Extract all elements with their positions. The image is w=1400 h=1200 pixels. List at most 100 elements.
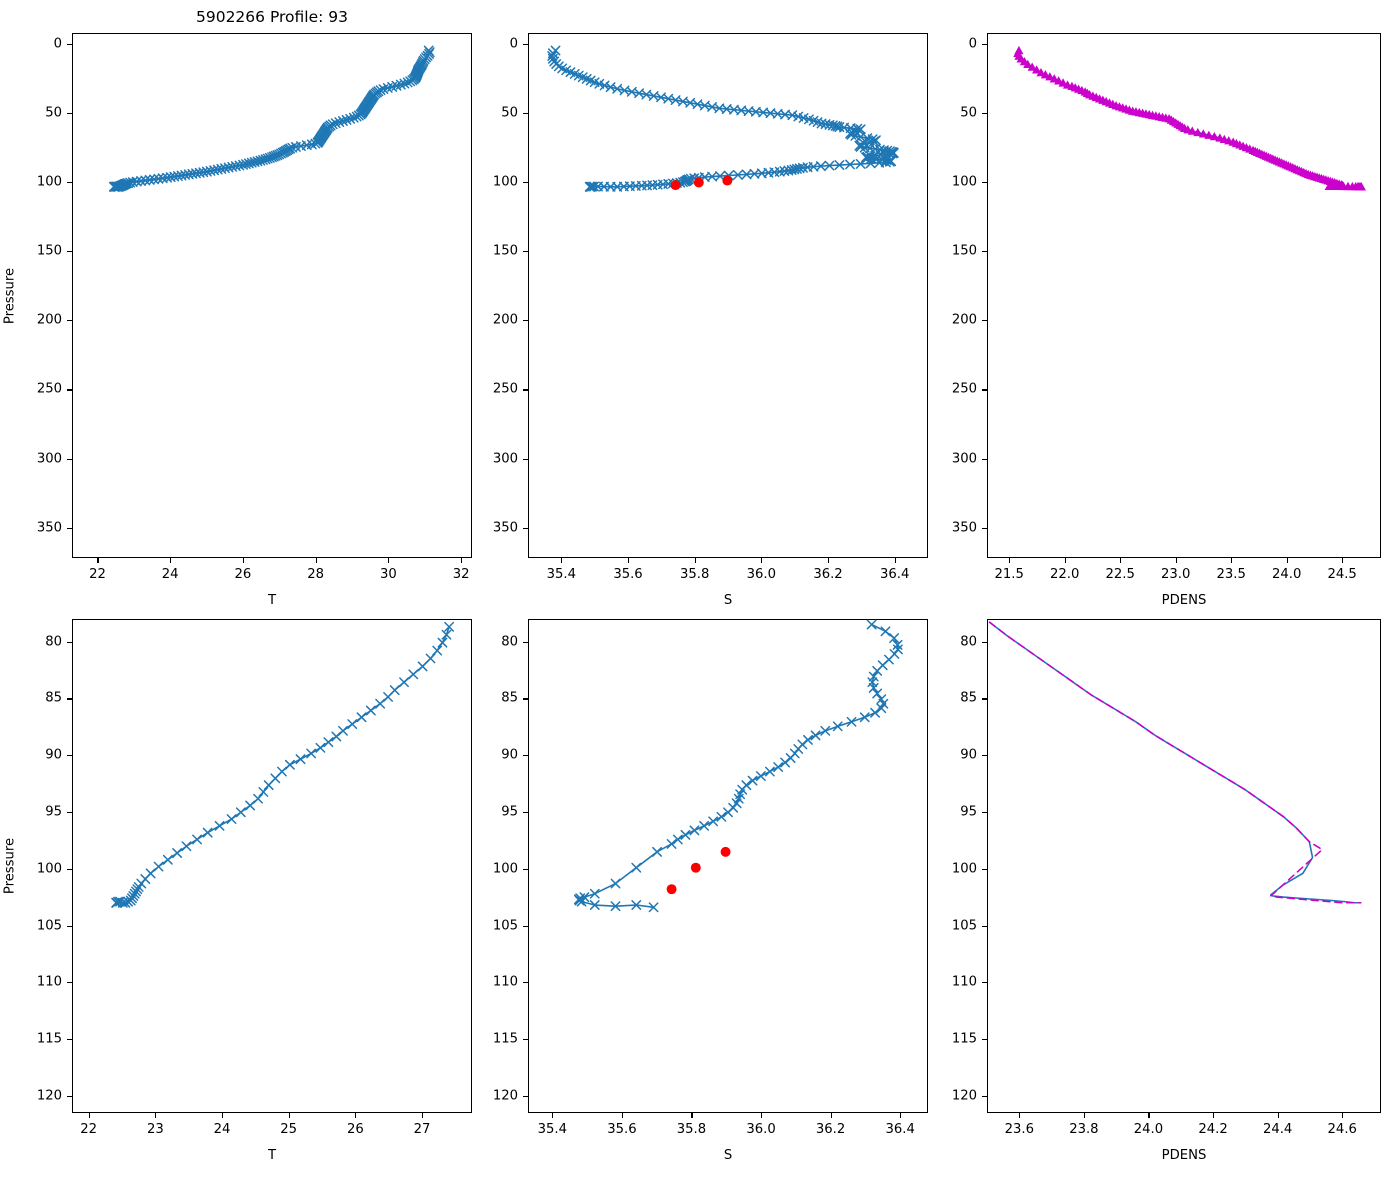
x-tick-label: 24.2 <box>1198 1122 1228 1137</box>
x-tick-label: 26 <box>234 567 252 582</box>
plot-panel-bottom-middle-salinity-zoom <box>528 619 928 1113</box>
x-axis-label-bottom-left-temperature-zoom: T <box>267 1148 277 1163</box>
plot-panel-bottom-right-pdens-zoom <box>987 619 1381 1113</box>
y-tickmark <box>67 925 72 927</box>
x-tick-label: 23.6 <box>1004 1122 1034 1137</box>
y-tick-label: 50 <box>501 105 518 121</box>
x-tickmark <box>1175 558 1177 563</box>
y-tick-label: 80 <box>501 634 518 650</box>
y-tickmark <box>523 113 528 115</box>
y-tickmark <box>67 868 72 870</box>
y-tickmark <box>523 868 528 870</box>
y-tickmark <box>523 641 528 643</box>
x-tickmark <box>1064 558 1066 563</box>
x-tickmark <box>88 1113 90 1118</box>
y-tick-label: 95 <box>45 804 62 820</box>
x-tick-label: 35.8 <box>679 567 710 582</box>
y-tick-label: 95 <box>501 804 518 820</box>
y-tickmark <box>523 458 528 460</box>
y-tickmark <box>67 982 72 984</box>
x-tickmark <box>1009 558 1011 563</box>
series-markers-top-right-pdens-0 <box>1013 45 1366 191</box>
x-tick-label: 36.4 <box>879 567 910 582</box>
y-tick-label: 120 <box>492 1088 518 1104</box>
y-tick-label: 95 <box>960 804 977 820</box>
x-tickmark <box>388 558 390 563</box>
y-tickmark <box>982 182 987 184</box>
x-tick-label: 28 <box>307 567 325 582</box>
y-tick-label: 0 <box>53 36 62 52</box>
y-tickmark <box>523 812 528 814</box>
y-axis-label-top-left-temperature: Pressure <box>2 267 18 324</box>
x-tick-label: 24 <box>213 1122 231 1137</box>
x-tickmark <box>1148 1113 1150 1118</box>
x-tickmark <box>222 1113 224 1118</box>
x-tick-label: 23.5 <box>1216 567 1246 582</box>
y-tick-label: 250 <box>36 381 62 397</box>
y-tick-label: 100 <box>951 861 977 877</box>
x-tickmark <box>561 558 563 563</box>
series-line-bottom-right-pdens-zoom-1 <box>988 621 1362 904</box>
y-tick-label: 350 <box>951 519 977 535</box>
x-tickmark <box>155 1113 157 1118</box>
y-tick-label: 250 <box>492 381 518 397</box>
x-axis-label-top-right-pdens: PDENS <box>1161 593 1207 608</box>
x-tickmark <box>170 558 172 563</box>
series-line-top-left-temperature-0 <box>113 49 431 188</box>
y-tickmark <box>982 1039 987 1041</box>
y-tickmark <box>67 812 72 814</box>
y-tick-label: 100 <box>36 174 62 190</box>
x-tickmark <box>422 1113 424 1118</box>
x-tickmark <box>691 1113 693 1118</box>
plot-area-top-left-temperature <box>108 45 435 192</box>
y-tick-label: 150 <box>492 243 518 259</box>
x-tick-label: 35.4 <box>546 567 577 582</box>
y-tick-label: 50 <box>45 105 62 121</box>
y-tick-label: 115 <box>492 1031 518 1047</box>
y-tickmark <box>982 320 987 322</box>
plot-panel-top-middle-salinity <box>528 33 928 558</box>
y-tick-label: 350 <box>36 519 62 535</box>
y-tickmark <box>523 1039 528 1041</box>
y-tick-label: 120 <box>36 1088 62 1104</box>
y-tick-label: 350 <box>492 519 518 535</box>
y-tick-label: 115 <box>951 1031 977 1047</box>
y-tick-label: 300 <box>492 450 518 466</box>
x-tickmark <box>1231 558 1233 563</box>
x-tick-label: 35.6 <box>607 1122 637 1137</box>
y-tick-label: 0 <box>509 36 518 52</box>
series-markers-top-left-temperature-0 <box>108 45 435 192</box>
y-tick-label: 200 <box>36 312 62 328</box>
y-tickmark <box>523 44 528 46</box>
x-tickmark <box>1120 558 1122 563</box>
x-tickmark <box>1342 558 1344 563</box>
plot-area-top-right-pdens <box>1013 45 1366 191</box>
x-tick-label: 22 <box>80 1122 98 1137</box>
y-axis-label-bottom-left-temperature-zoom: Pressure <box>2 837 18 895</box>
series-markers-bottom-middle-salinity-zoom-1 <box>666 846 731 895</box>
x-tick-label: 36.2 <box>813 567 843 582</box>
y-tickmark <box>67 320 72 322</box>
y-tick-label: 120 <box>951 1088 977 1104</box>
plot-area-bottom-middle-salinity-zoom <box>573 619 903 913</box>
series-markers-bottom-left-temperature-zoom-0 <box>111 621 455 908</box>
y-tickmark <box>982 868 987 870</box>
x-tickmark <box>1213 1113 1215 1118</box>
series-line-bottom-right-pdens-zoom-0 <box>988 621 1362 904</box>
y-tick-label: 300 <box>36 450 62 466</box>
y-tick-label: 105 <box>36 918 62 934</box>
x-tick-label: 21.5 <box>994 567 1024 582</box>
y-tickmark <box>982 44 987 46</box>
y-tick-label: 105 <box>492 918 518 934</box>
x-tick-label: 24.0 <box>1271 567 1302 582</box>
x-tickmark <box>242 558 244 563</box>
y-tickmark <box>982 1095 987 1098</box>
x-axis-label-top-middle-salinity: S <box>723 593 733 608</box>
y-tickmark <box>67 389 72 391</box>
y-tick-label: 105 <box>951 918 977 934</box>
x-tick-label: 27 <box>413 1122 431 1137</box>
y-tick-label: 85 <box>45 690 62 706</box>
y-tickmark <box>523 982 528 984</box>
y-tick-label: 90 <box>45 747 62 763</box>
x-tick-label: 22.0 <box>1050 567 1080 582</box>
